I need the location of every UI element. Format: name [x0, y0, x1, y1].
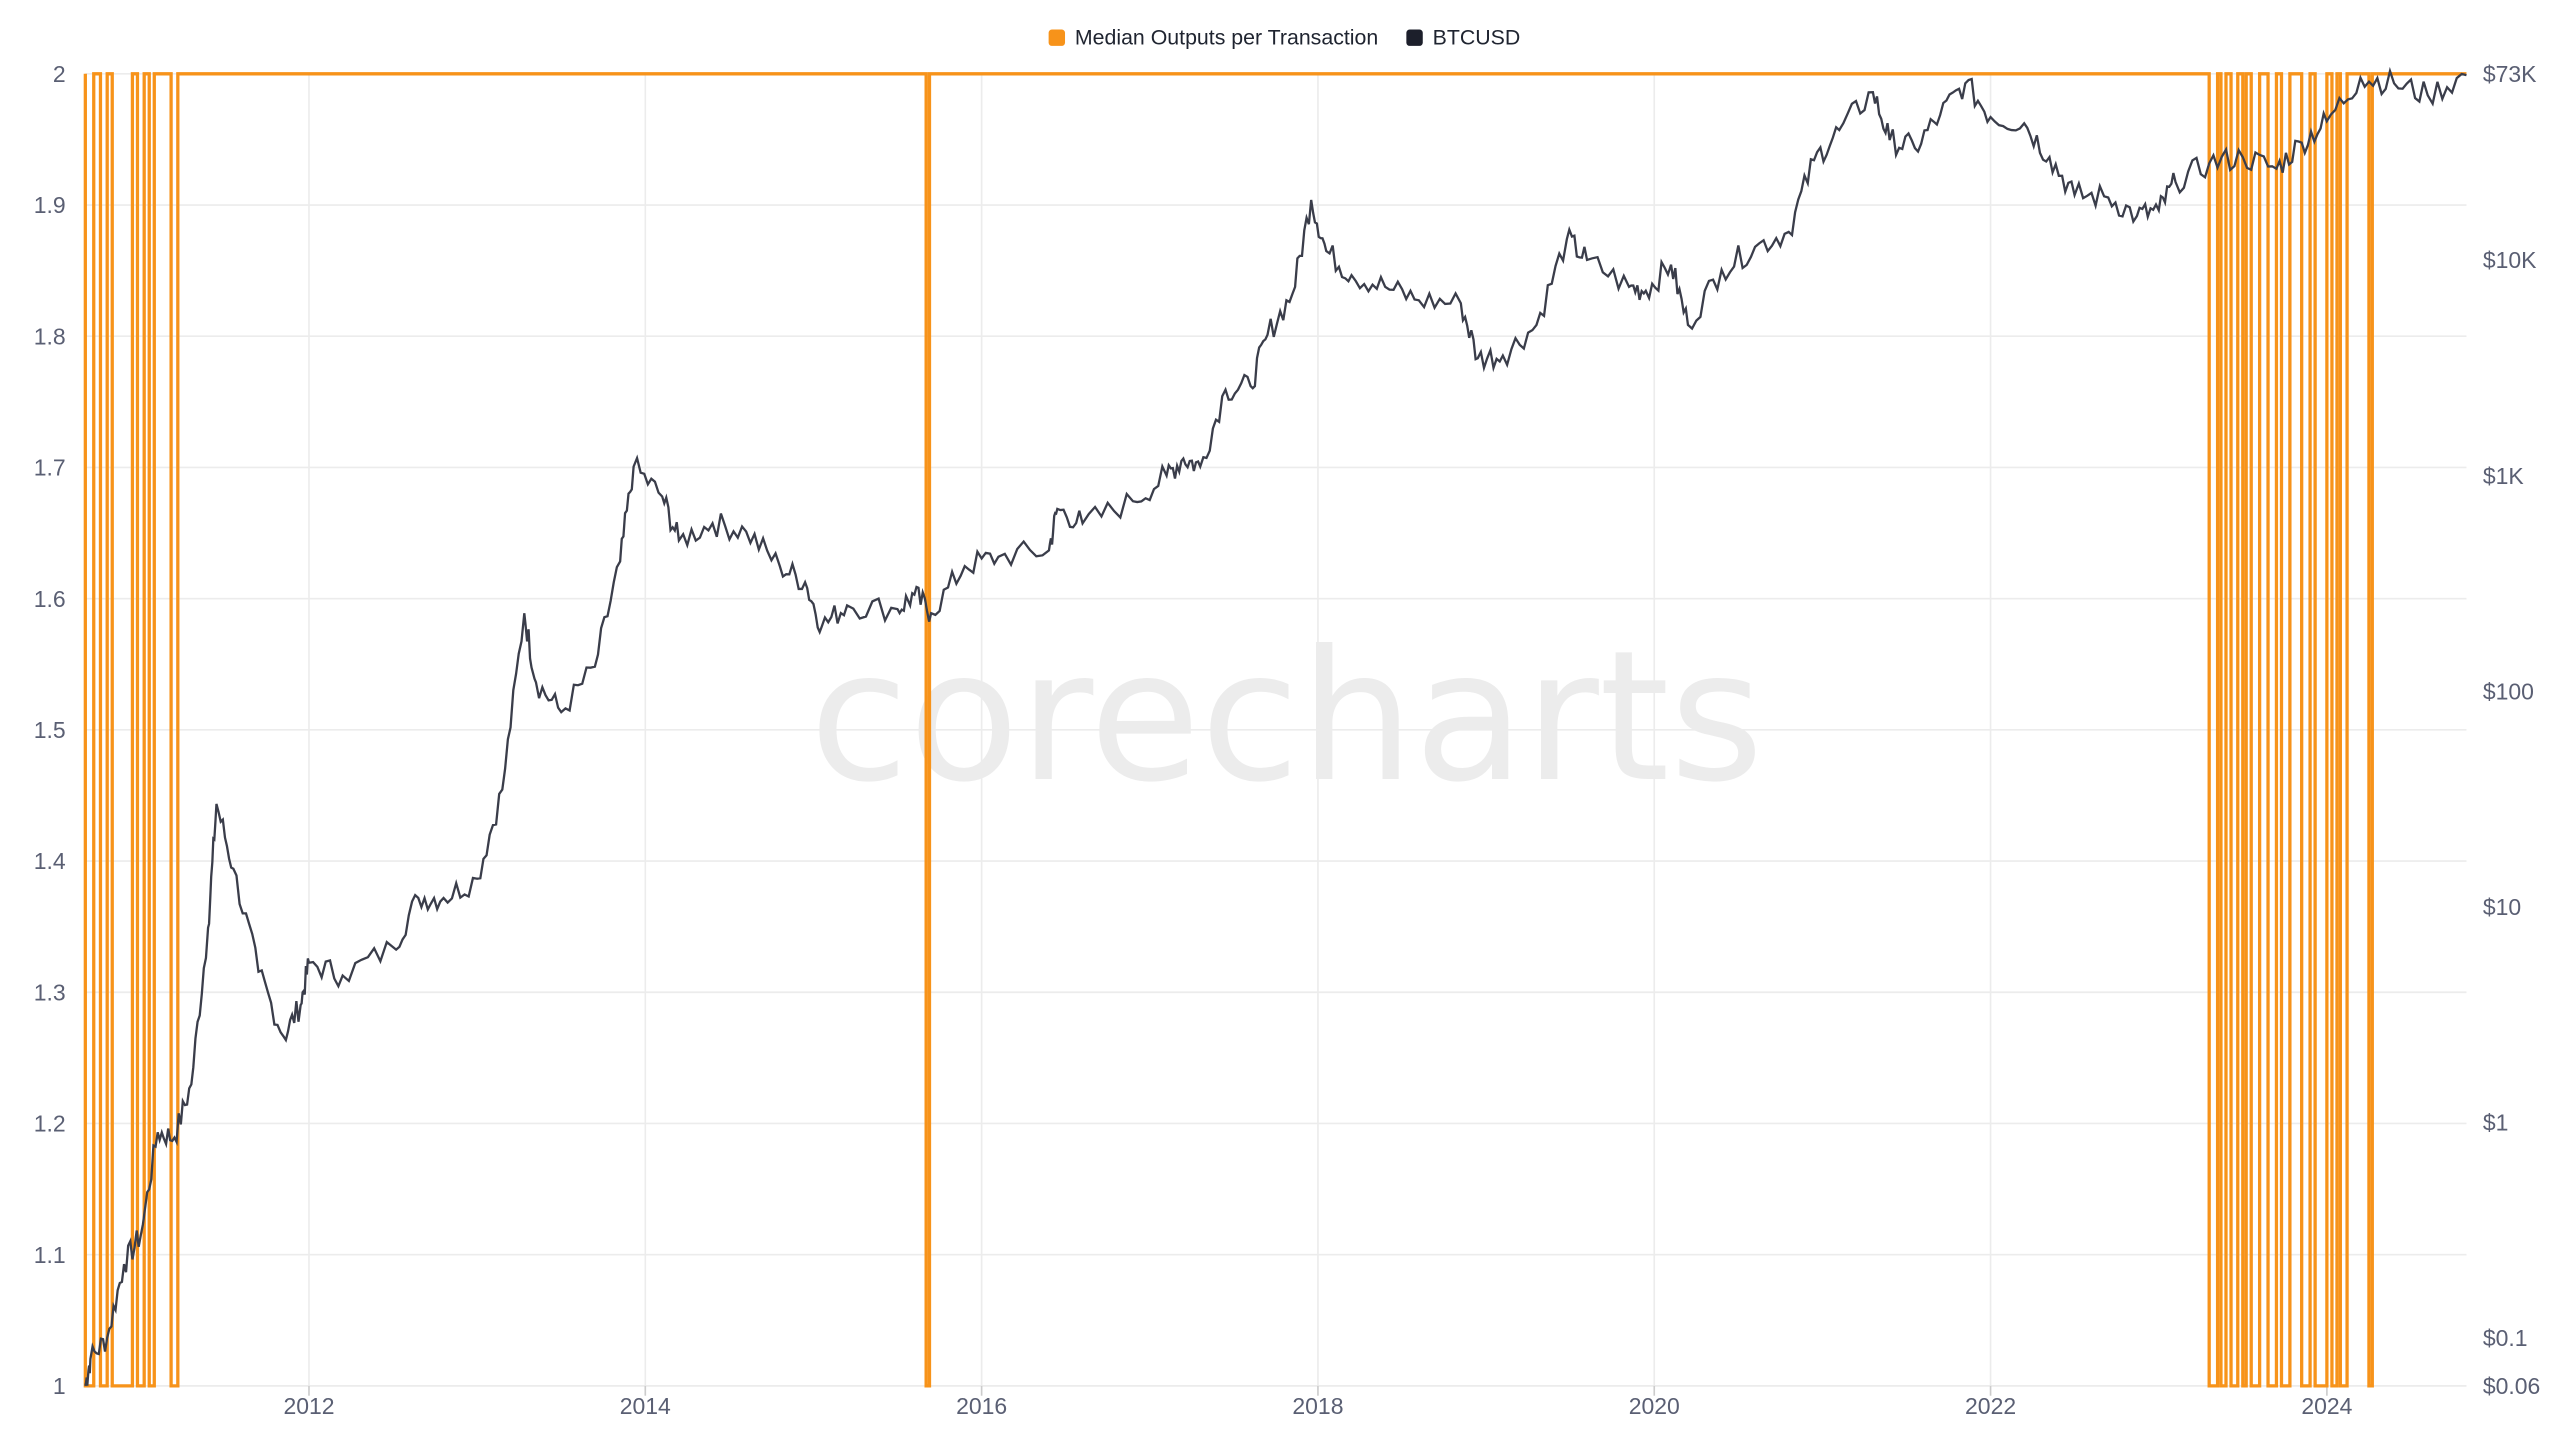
- left-y-tick-label: 2: [53, 61, 66, 87]
- x-tick-label: 2014: [620, 1393, 671, 1419]
- left-y-axis: 1 1.1 1.2 1.3 1.4 1.5 1.6 1.7 1.8 1.9 2: [34, 61, 66, 1399]
- left-y-tick-label: 1: [53, 1373, 66, 1399]
- left-y-tick-label: 1.4: [34, 848, 66, 874]
- legend-label-median-outputs[interactable]: Median Outputs per Transaction: [1075, 25, 1378, 49]
- x-tick-label: 2022: [1965, 1393, 2016, 1419]
- right-y-tick-label: $10K: [2483, 247, 2537, 273]
- left-y-tick-label: 1.9: [34, 192, 66, 218]
- legend: Median Outputs per Transaction BTCUSD: [1048, 25, 1521, 49]
- right-y-tick-label: $10: [2483, 894, 2521, 920]
- x-axis: 2012 2014 2016 2018 2020 2022 2024: [283, 1385, 2353, 1419]
- right-y-tick-label: $0.06: [2483, 1373, 2540, 1399]
- legend-swatch-median-outputs[interactable]: [1048, 29, 1066, 46]
- right-y-tick-label: $1K: [2483, 463, 2525, 489]
- left-y-tick-label: 1.6: [34, 586, 66, 612]
- x-tick-label: 2018: [1292, 1393, 1343, 1419]
- right-y-tick-label: $0.1: [2483, 1325, 2528, 1351]
- right-y-axis: $0.06 $0.1 $1 $10 $100 $1K $10K $73K: [2483, 61, 2540, 1399]
- legend-swatch-btcusd[interactable]: [1406, 29, 1423, 46]
- x-tick-label: 2020: [1629, 1393, 1680, 1419]
- x-tick-label: 2016: [956, 1393, 1007, 1419]
- x-tick-label: 2012: [283, 1393, 334, 1419]
- left-y-tick-label: 1.7: [34, 455, 66, 481]
- left-y-tick-label: 1.2: [34, 1111, 66, 1137]
- left-y-tick-label: 1.1: [34, 1242, 66, 1268]
- right-y-tick-label: $1: [2483, 1110, 2509, 1136]
- x-tick-label: 2024: [2301, 1393, 2352, 1419]
- right-y-tick-label: $73K: [2483, 61, 2537, 87]
- watermark: corecharts: [809, 611, 1763, 822]
- series-btcusd-line: [84, 66, 2467, 1387]
- series-median-outputs-line: [83, 72, 2467, 1388]
- left-y-tick-label: 1.5: [34, 717, 66, 743]
- right-y-tick-label: $100: [2483, 678, 2534, 704]
- left-y-tick-label: 1.8: [34, 323, 66, 349]
- legend-label-btcusd[interactable]: BTCUSD: [1433, 25, 1521, 49]
- left-y-tick-label: 1.3: [34, 979, 66, 1005]
